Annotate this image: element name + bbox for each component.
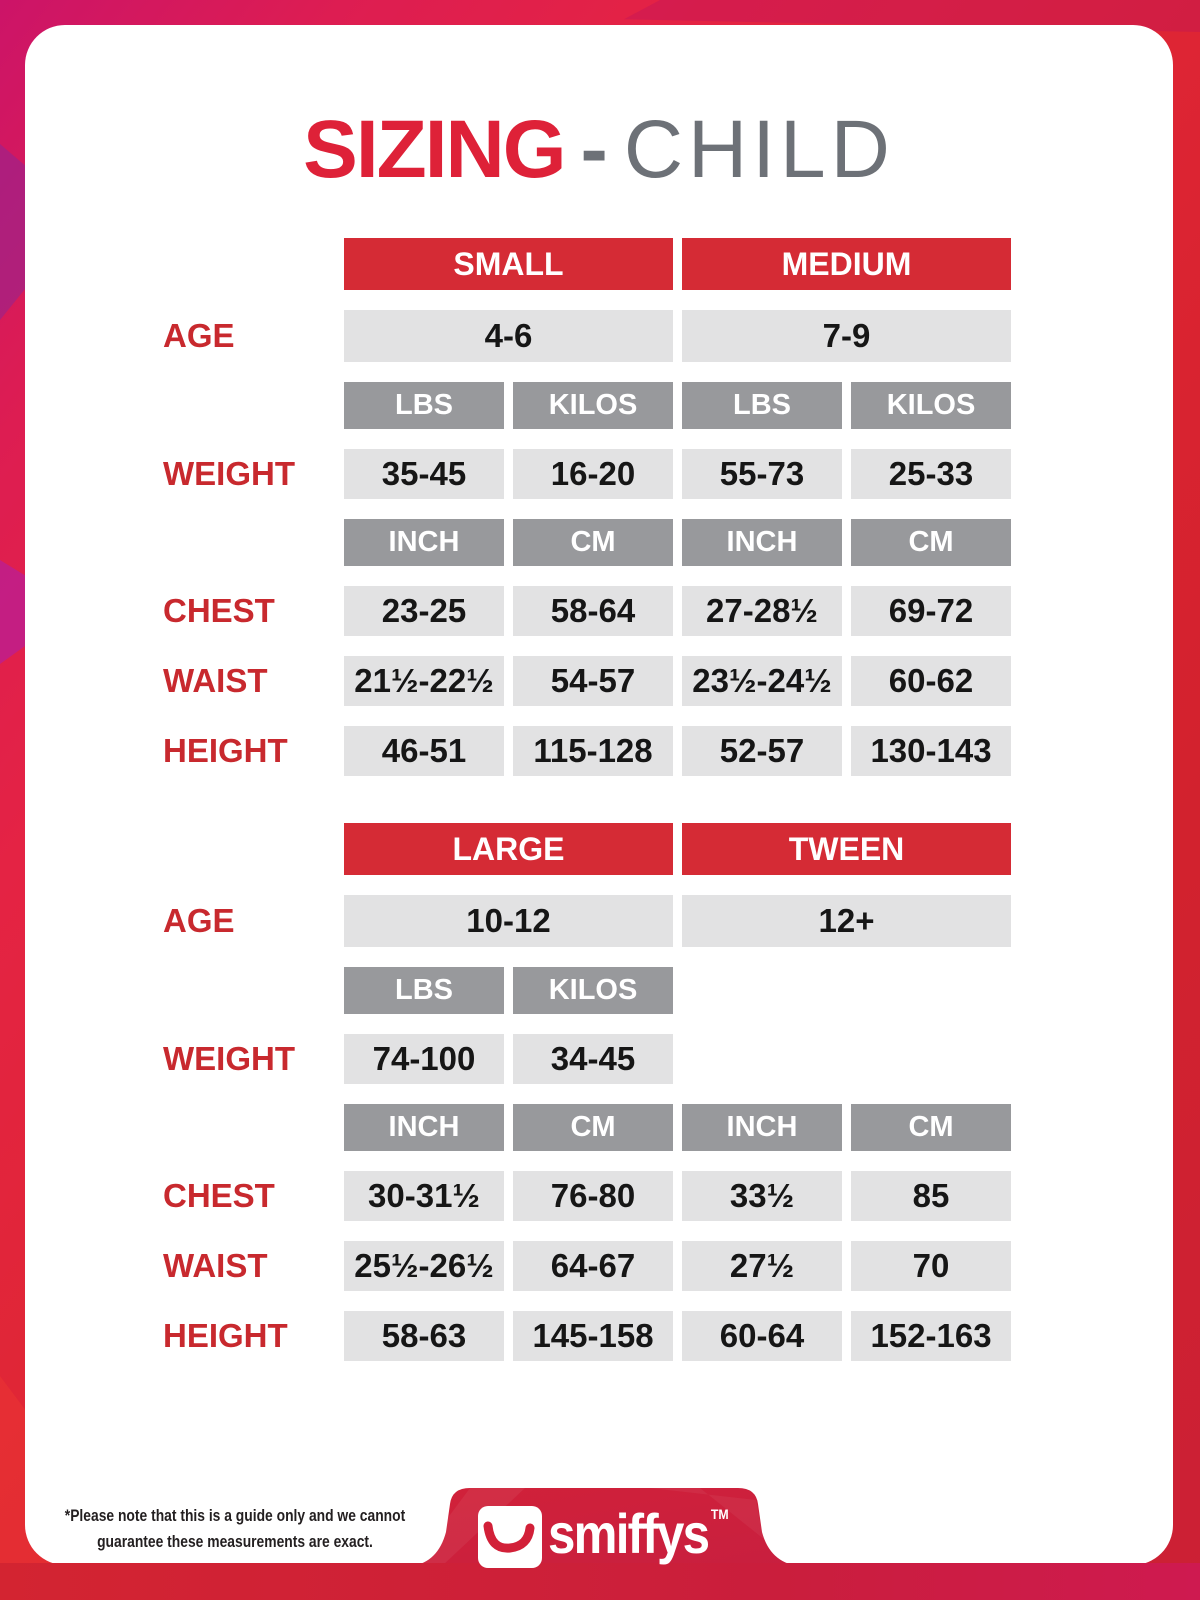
unit-header: INCH — [344, 519, 504, 566]
height-cell: 58-63 — [344, 1311, 504, 1361]
chest-cell: 27-28½ — [682, 586, 842, 636]
size-table-large-tween: LARGE TWEEN AGE 10-12 12+ LBS KILOS WEIG… — [163, 823, 1011, 1361]
weight-cell: 55-73 — [682, 449, 842, 499]
height-cell: 46-51 — [344, 726, 504, 776]
chest-cell: 33½ — [682, 1171, 842, 1221]
age-cell: 7-9 — [682, 310, 1011, 362]
weight-cell: 16-20 — [513, 449, 673, 499]
weight-cell: 35-45 — [344, 449, 504, 499]
height-cell: 145-158 — [513, 1311, 673, 1361]
unit-header: CM — [513, 519, 673, 566]
chest-label: CHEST — [163, 592, 275, 629]
waist-cell: 54-57 — [513, 656, 673, 706]
height-label: HEIGHT — [163, 1317, 288, 1354]
title-separator: - — [580, 104, 608, 195]
waist-cell: 27½ — [682, 1241, 842, 1291]
weight-cell: 34-45 — [513, 1034, 673, 1084]
waist-cell: 23½-24½ — [682, 656, 842, 706]
age-label: AGE — [163, 317, 235, 354]
waist-label: WAIST — [163, 662, 268, 699]
size-header: MEDIUM — [682, 238, 1011, 290]
unit-header: KILOS — [513, 967, 673, 1014]
unit-header: INCH — [682, 519, 842, 566]
age-label: AGE — [163, 902, 235, 939]
size-header: SMALL — [344, 238, 673, 290]
size-header: TWEEN — [682, 823, 1011, 875]
chest-cell: 30-31½ — [344, 1171, 504, 1221]
chest-cell: 85 — [851, 1171, 1011, 1221]
height-label: HEIGHT — [163, 732, 288, 769]
height-cell: 60-64 — [682, 1311, 842, 1361]
height-cell: 52-57 — [682, 726, 842, 776]
unit-header: INCH — [682, 1104, 842, 1151]
chest-cell: 76-80 — [513, 1171, 673, 1221]
age-cell: 12+ — [682, 895, 1011, 947]
unit-header: INCH — [344, 1104, 504, 1151]
height-cell: 130-143 — [851, 726, 1011, 776]
unit-header: KILOS — [513, 382, 673, 429]
title-secondary: CHILD — [623, 104, 895, 195]
chest-cell: 58-64 — [513, 586, 673, 636]
age-cell: 10-12 — [344, 895, 673, 947]
bottom-band — [0, 1563, 1200, 1600]
height-cell: 152-163 — [851, 1311, 1011, 1361]
weight-label: WEIGHT — [163, 1040, 295, 1077]
unit-header: LBS — [682, 382, 842, 429]
smile-icon — [478, 1506, 542, 1568]
weight-label: WEIGHT — [163, 455, 295, 492]
unit-header: KILOS — [851, 382, 1011, 429]
logo-text: smiffys — [548, 1502, 710, 1565]
chest-cell: 69-72 — [851, 586, 1011, 636]
chest-label: CHEST — [163, 1177, 275, 1214]
age-cell: 4-6 — [344, 310, 673, 362]
trademark-symbol: TM — [710, 1506, 729, 1522]
waist-label: WAIST — [163, 1247, 268, 1284]
chest-cell: 23-25 — [344, 586, 504, 636]
size-table-small-medium: SMALL MEDIUM AGE 4-6 7-9 LBS KILOS LBS K… — [163, 238, 1011, 776]
weight-cell: 74-100 — [344, 1034, 504, 1084]
height-cell: 115-128 — [513, 726, 673, 776]
unit-header: CM — [851, 519, 1011, 566]
weight-cell: 25-33 — [851, 449, 1011, 499]
disclaimer-line: *Please note that this is a guide only a… — [64, 1507, 406, 1525]
unit-header: CM — [513, 1104, 673, 1151]
size-header: LARGE — [344, 823, 673, 875]
waist-cell: 21½-22½ — [344, 656, 504, 706]
disclaimer-line: guarantee these measurements are exact. — [97, 1533, 373, 1551]
unit-header: LBS — [344, 967, 504, 1014]
waist-cell: 64-67 — [513, 1241, 673, 1291]
title-primary: SIZING — [303, 104, 566, 195]
disclaimer-note: *Please note that this is a guide only a… — [59, 1503, 412, 1555]
unit-header: CM — [851, 1104, 1011, 1151]
smiffys-logo: smiffys TM — [548, 1506, 729, 1562]
page-title: SIZING - CHILD — [25, 109, 1173, 191]
waist-cell: 25½-26½ — [344, 1241, 504, 1291]
sizing-card: SIZING - CHILD SMALL MEDIUM AGE 4-6 7-9 LB… — [25, 25, 1173, 1565]
waist-cell: 70 — [851, 1241, 1011, 1291]
unit-header: LBS — [344, 382, 504, 429]
waist-cell: 60-62 — [851, 656, 1011, 706]
